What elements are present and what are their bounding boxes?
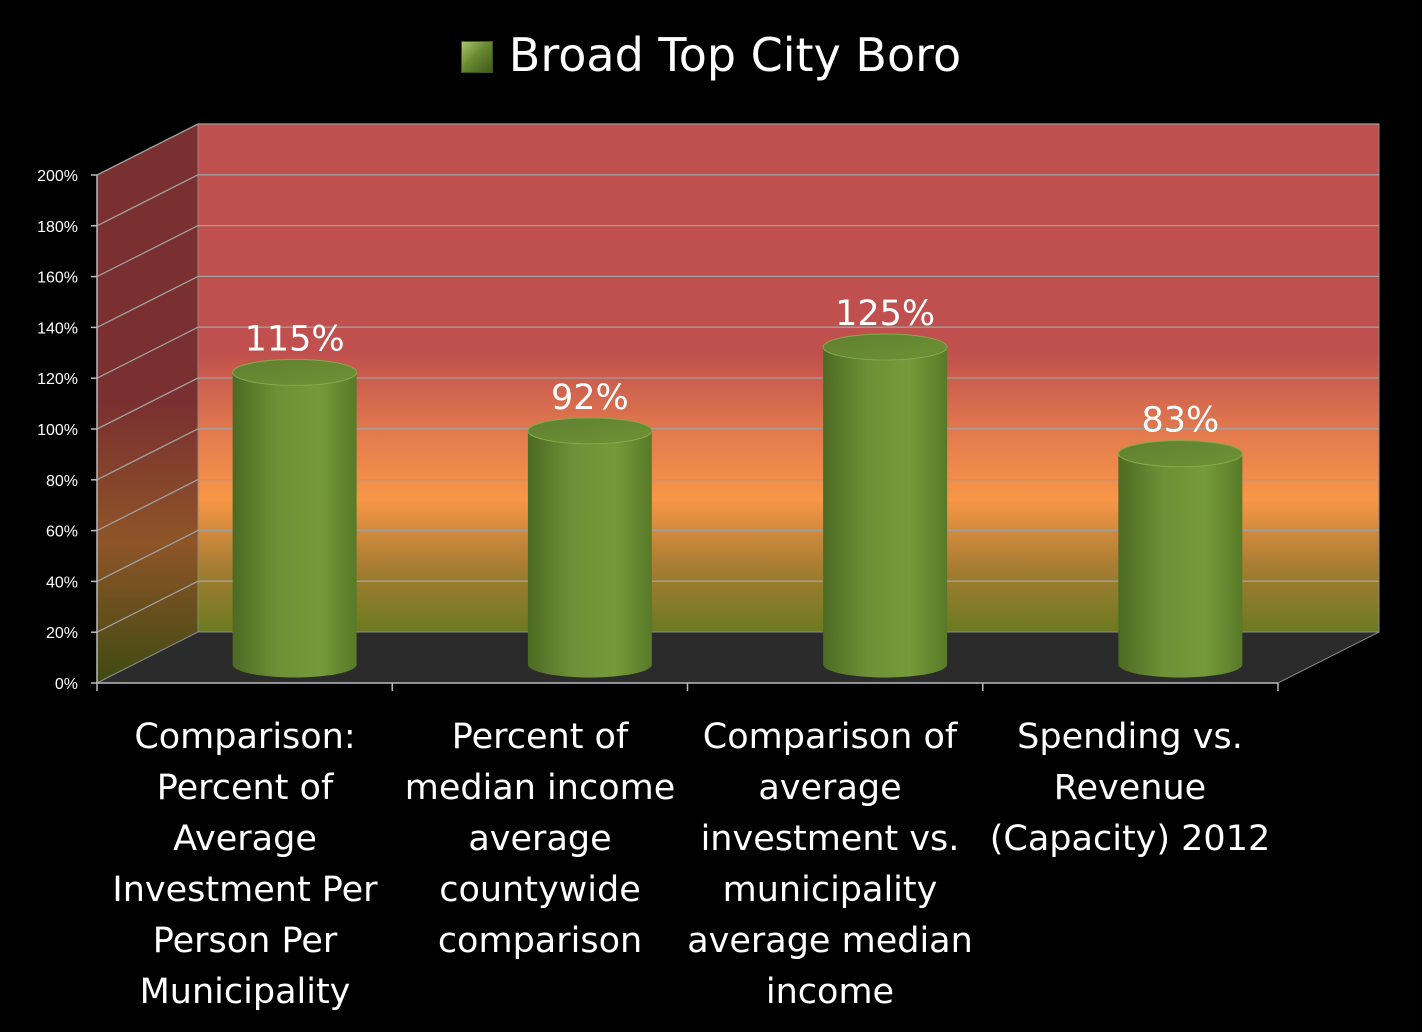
category-label-3: Comparison of average investment vs. mun… <box>687 717 973 1012</box>
data-label: 92% <box>551 378 629 418</box>
y-tick-label: 0% <box>55 676 78 693</box>
y-tick-label: 140% <box>37 320 78 337</box>
category-label-2: Percent of median income average countyw… <box>404 717 676 961</box>
bar-cap <box>527 417 653 445</box>
gridline-side <box>96 479 199 532</box>
data-label: 83% <box>1141 401 1219 441</box>
y-tick-label: 80% <box>46 473 78 490</box>
y-tick-label: 160% <box>37 270 78 287</box>
bar <box>822 333 948 678</box>
gridline-side <box>96 123 199 176</box>
legend-label: Broad Top City Boro <box>508 28 962 82</box>
y-tick-label: 120% <box>37 371 78 388</box>
gridline-side <box>96 275 199 328</box>
gridline-side <box>96 377 199 430</box>
bar <box>1117 440 1243 678</box>
y-tick-label: 200% <box>37 168 78 185</box>
gridline-side <box>96 225 199 278</box>
y-tick-label: 60% <box>46 524 78 541</box>
gridline-side <box>96 428 199 481</box>
gridline-side <box>96 580 199 633</box>
gridline-side <box>96 326 199 379</box>
gridline-side <box>96 174 199 227</box>
bar-body <box>232 372 357 678</box>
legend-swatch-icon <box>460 41 493 73</box>
chart-legend: Broad Top City Boro <box>0 28 1422 82</box>
bar-cap <box>822 333 948 361</box>
category-label-4: Spending vs. Revenue (Capacity) 2012 <box>989 717 1271 859</box>
data-label: 115% <box>245 319 345 359</box>
bar <box>527 417 653 678</box>
y-tick-label: 180% <box>37 219 78 236</box>
bar-cap <box>232 358 358 386</box>
category-label-1: Comparison: Percent of Average Investmen… <box>112 717 378 1012</box>
bar-cap <box>1117 440 1243 468</box>
bar <box>232 358 358 678</box>
data-label: 125% <box>835 294 935 334</box>
bar-body <box>527 430 652 678</box>
bar-body <box>1118 453 1243 678</box>
y-tick-label: 20% <box>46 625 78 642</box>
y-tick-label: 100% <box>37 422 78 439</box>
bar-body <box>823 347 948 678</box>
gridline-side <box>96 529 199 582</box>
y-tick-label: 40% <box>46 574 78 591</box>
